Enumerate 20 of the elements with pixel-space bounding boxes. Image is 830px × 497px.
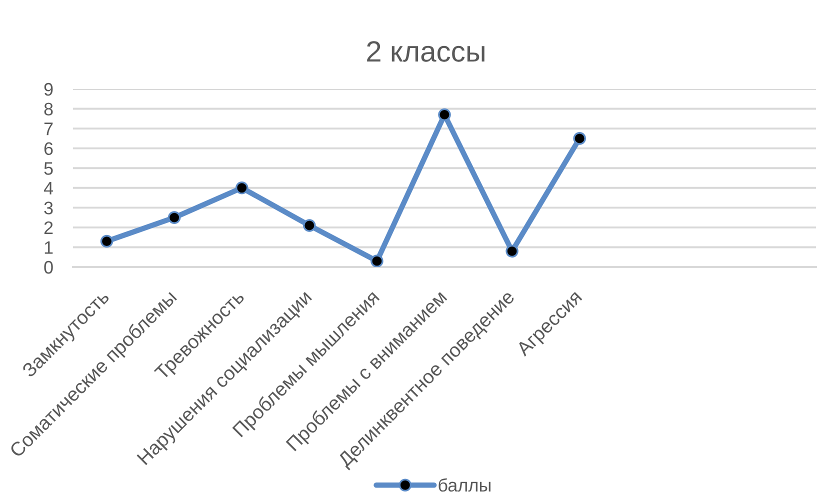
y-tick-label: 0 bbox=[44, 260, 53, 274]
legend-label: баллы bbox=[438, 478, 490, 492]
y-tick-label: 2 bbox=[44, 221, 53, 234]
point bbox=[506, 244, 518, 258]
point bbox=[168, 211, 181, 224]
y-tick-label: 4 bbox=[44, 182, 54, 194]
y-tick-label: 3 bbox=[44, 202, 53, 214]
y-tick-label: 5 bbox=[44, 162, 53, 175]
y-tick-label: 1 bbox=[44, 241, 53, 254]
chart-title: 2 классы bbox=[367, 41, 484, 62]
y-tick-label: 6 bbox=[44, 142, 53, 156]
y-tick-label: 8 bbox=[44, 102, 53, 116]
point bbox=[100, 234, 114, 248]
y-tick-label: 9 bbox=[44, 82, 53, 96]
y-tick-label: 7 bbox=[44, 122, 53, 136]
point bbox=[370, 254, 384, 267]
point bbox=[235, 182, 248, 194]
point bbox=[573, 132, 586, 145]
point bbox=[303, 219, 316, 232]
point bbox=[438, 108, 451, 122]
